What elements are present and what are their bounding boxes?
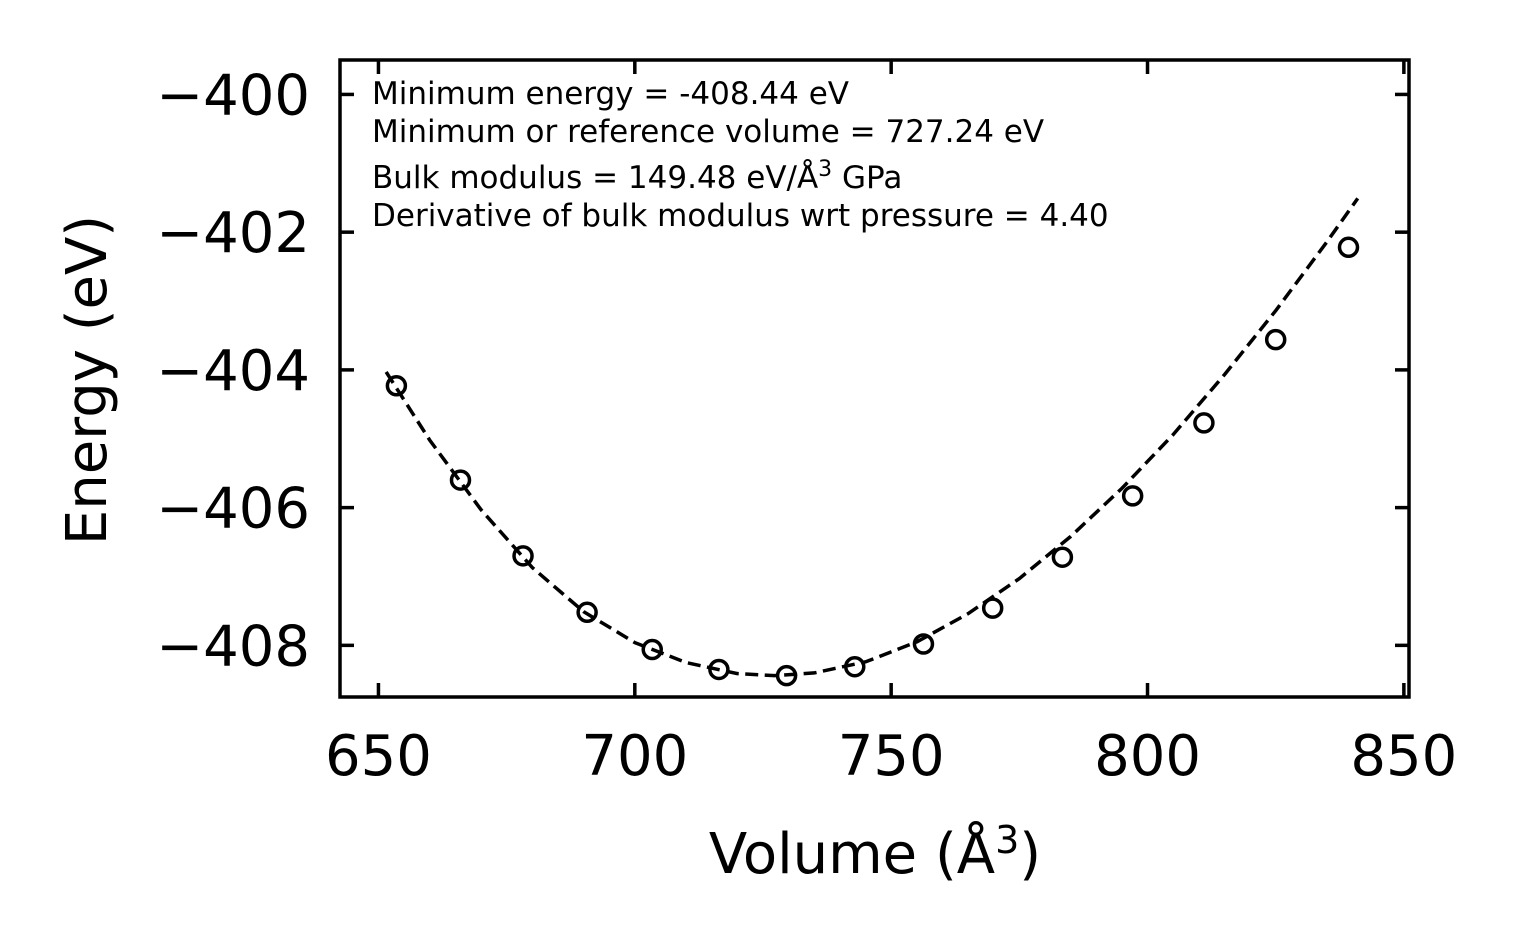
data-point (775, 664, 798, 687)
y-axis-label: Energy (eV) (55, 215, 120, 545)
y-ticks: −400 −402 −404 −406 −408 (156, 63, 1409, 679)
x-axis-label-text: Volume (Å (709, 821, 995, 887)
plot-background (340, 60, 1409, 697)
annotation-min-volume: Minimum or reference volume = 727.24 eV (372, 114, 1044, 150)
data-point (708, 658, 730, 681)
y-tick-label: −400 (156, 63, 310, 128)
data-point (576, 601, 598, 624)
x-tick-label: 700 (581, 724, 688, 789)
annotation-bulk-modulus-text: Bulk modulus = 149.48 eV/Å (372, 160, 818, 196)
data-point (1337, 236, 1360, 259)
fit-curve (384, 197, 1360, 678)
x-tick-label: 750 (838, 724, 945, 789)
data-point (449, 469, 472, 491)
annotation-bulk-modulus-unit: GPa (832, 160, 902, 196)
y-tick-label: −404 (156, 339, 310, 404)
data-point (385, 374, 408, 397)
data-point (1121, 485, 1144, 507)
x-tick-label: 800 (1094, 724, 1201, 789)
y-tick-label: −402 (156, 201, 310, 266)
data-point (1051, 546, 1074, 568)
data-point (1193, 412, 1215, 434)
y-tick-label: −408 (156, 614, 310, 679)
x-tick-label: 850 (1350, 724, 1457, 789)
data-point (1264, 328, 1287, 351)
annotation-min-energy: Minimum energy = -408.44 eV (372, 76, 849, 112)
x-axis-label-sup: 3 (995, 818, 1019, 862)
x-axis-label-close: ) (1019, 822, 1041, 887)
plot-frame (338, 58, 1411, 699)
data-points-layer (385, 236, 1360, 687)
annotation-bulk-modulus: Bulk modulus = 149.48 eV/Å3 GPa (372, 157, 902, 196)
data-point (641, 638, 663, 661)
x-axis-label: Volume (Å3) (709, 818, 1041, 887)
data-point (844, 655, 866, 678)
data-point (912, 633, 935, 655)
x-ticks: 650 700 750 800 850 (325, 60, 1457, 789)
data-point (981, 597, 1004, 619)
annotation-bulk-modulus-sup: 3 (818, 157, 832, 182)
data-point (512, 545, 534, 567)
fit-curve-layer (384, 197, 1360, 678)
annotation-bulk-modulus-derivative: Derivative of bulk modulus wrt pressure … (372, 198, 1109, 234)
y-tick-label: −406 (156, 477, 310, 542)
x-tick-label: 650 (325, 724, 432, 789)
